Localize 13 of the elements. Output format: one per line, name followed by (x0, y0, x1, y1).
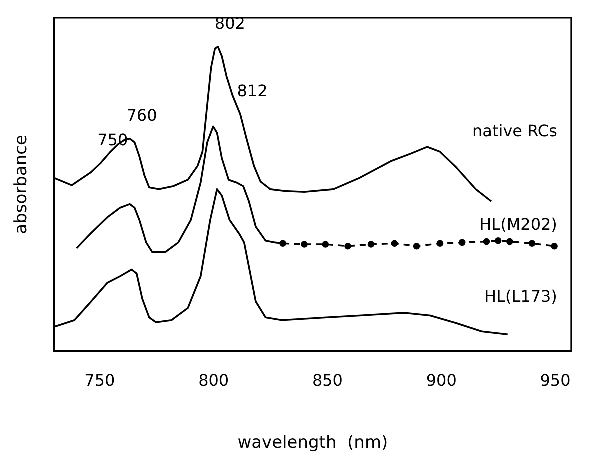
series-label: HL(L173) (484, 287, 558, 306)
annotation: 812 (237, 82, 268, 101)
annotation: 760 (126, 106, 158, 126)
x-tick-label: 950 (540, 371, 571, 390)
x-tick-label: 850 (312, 371, 343, 390)
x-axis-title: wavelength (nm) (238, 433, 388, 454)
series-label: native RCs (472, 121, 558, 140)
series-label: HL(M202) (480, 215, 558, 234)
x-tick-label: 900 (426, 371, 457, 390)
x-tick-label: 750 (84, 371, 116, 390)
y-axis-title: absorbance (12, 135, 32, 234)
annotation: 750 (98, 130, 128, 150)
x-tick-label: 800 (198, 371, 230, 390)
